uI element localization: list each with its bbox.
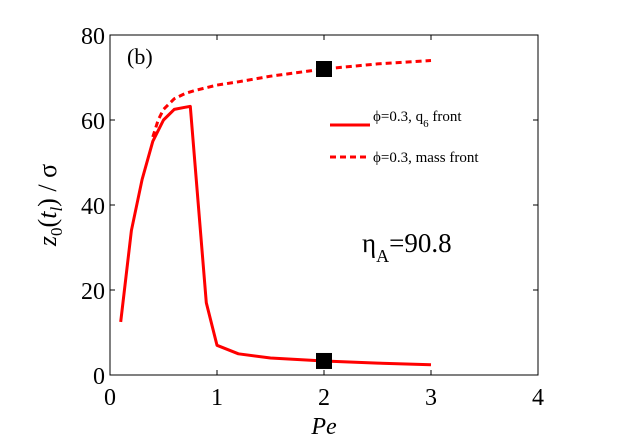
x-tick-label: 4 (532, 385, 544, 411)
marker-q6 (316, 352, 332, 369)
legend-label-q6: ϕ=0.3, q6 front (373, 109, 462, 130)
y-tick-label: 80 (81, 24, 105, 50)
series-line-q6 (119, 104, 432, 367)
y-axis-label: z0(tl) / σ (33, 164, 66, 247)
y-tick-label: 60 (81, 109, 105, 135)
x-tick-label: 0 (104, 385, 116, 411)
x-tick-label: 1 (211, 385, 223, 411)
x-axis-label: Pe (310, 414, 337, 440)
legend: ϕ=0.3, q6 front ϕ=0.3, mass front (330, 109, 479, 166)
y-tick-label: 0 (93, 364, 105, 390)
series-line-mass (151, 59, 432, 138)
plot-frame (109, 34, 539, 376)
eta-annotation: ηA=90.8 (362, 228, 452, 266)
x-tick-label: 2 (318, 385, 330, 411)
marker-mass (316, 61, 332, 77)
x-tick-label: 3 (425, 385, 437, 411)
legend-label-mass: ϕ=0.3, mass front (373, 150, 479, 166)
panel-label: (b) (127, 44, 153, 69)
y-tick-label: 20 (81, 279, 105, 305)
y-tick-label: 40 (81, 194, 105, 220)
